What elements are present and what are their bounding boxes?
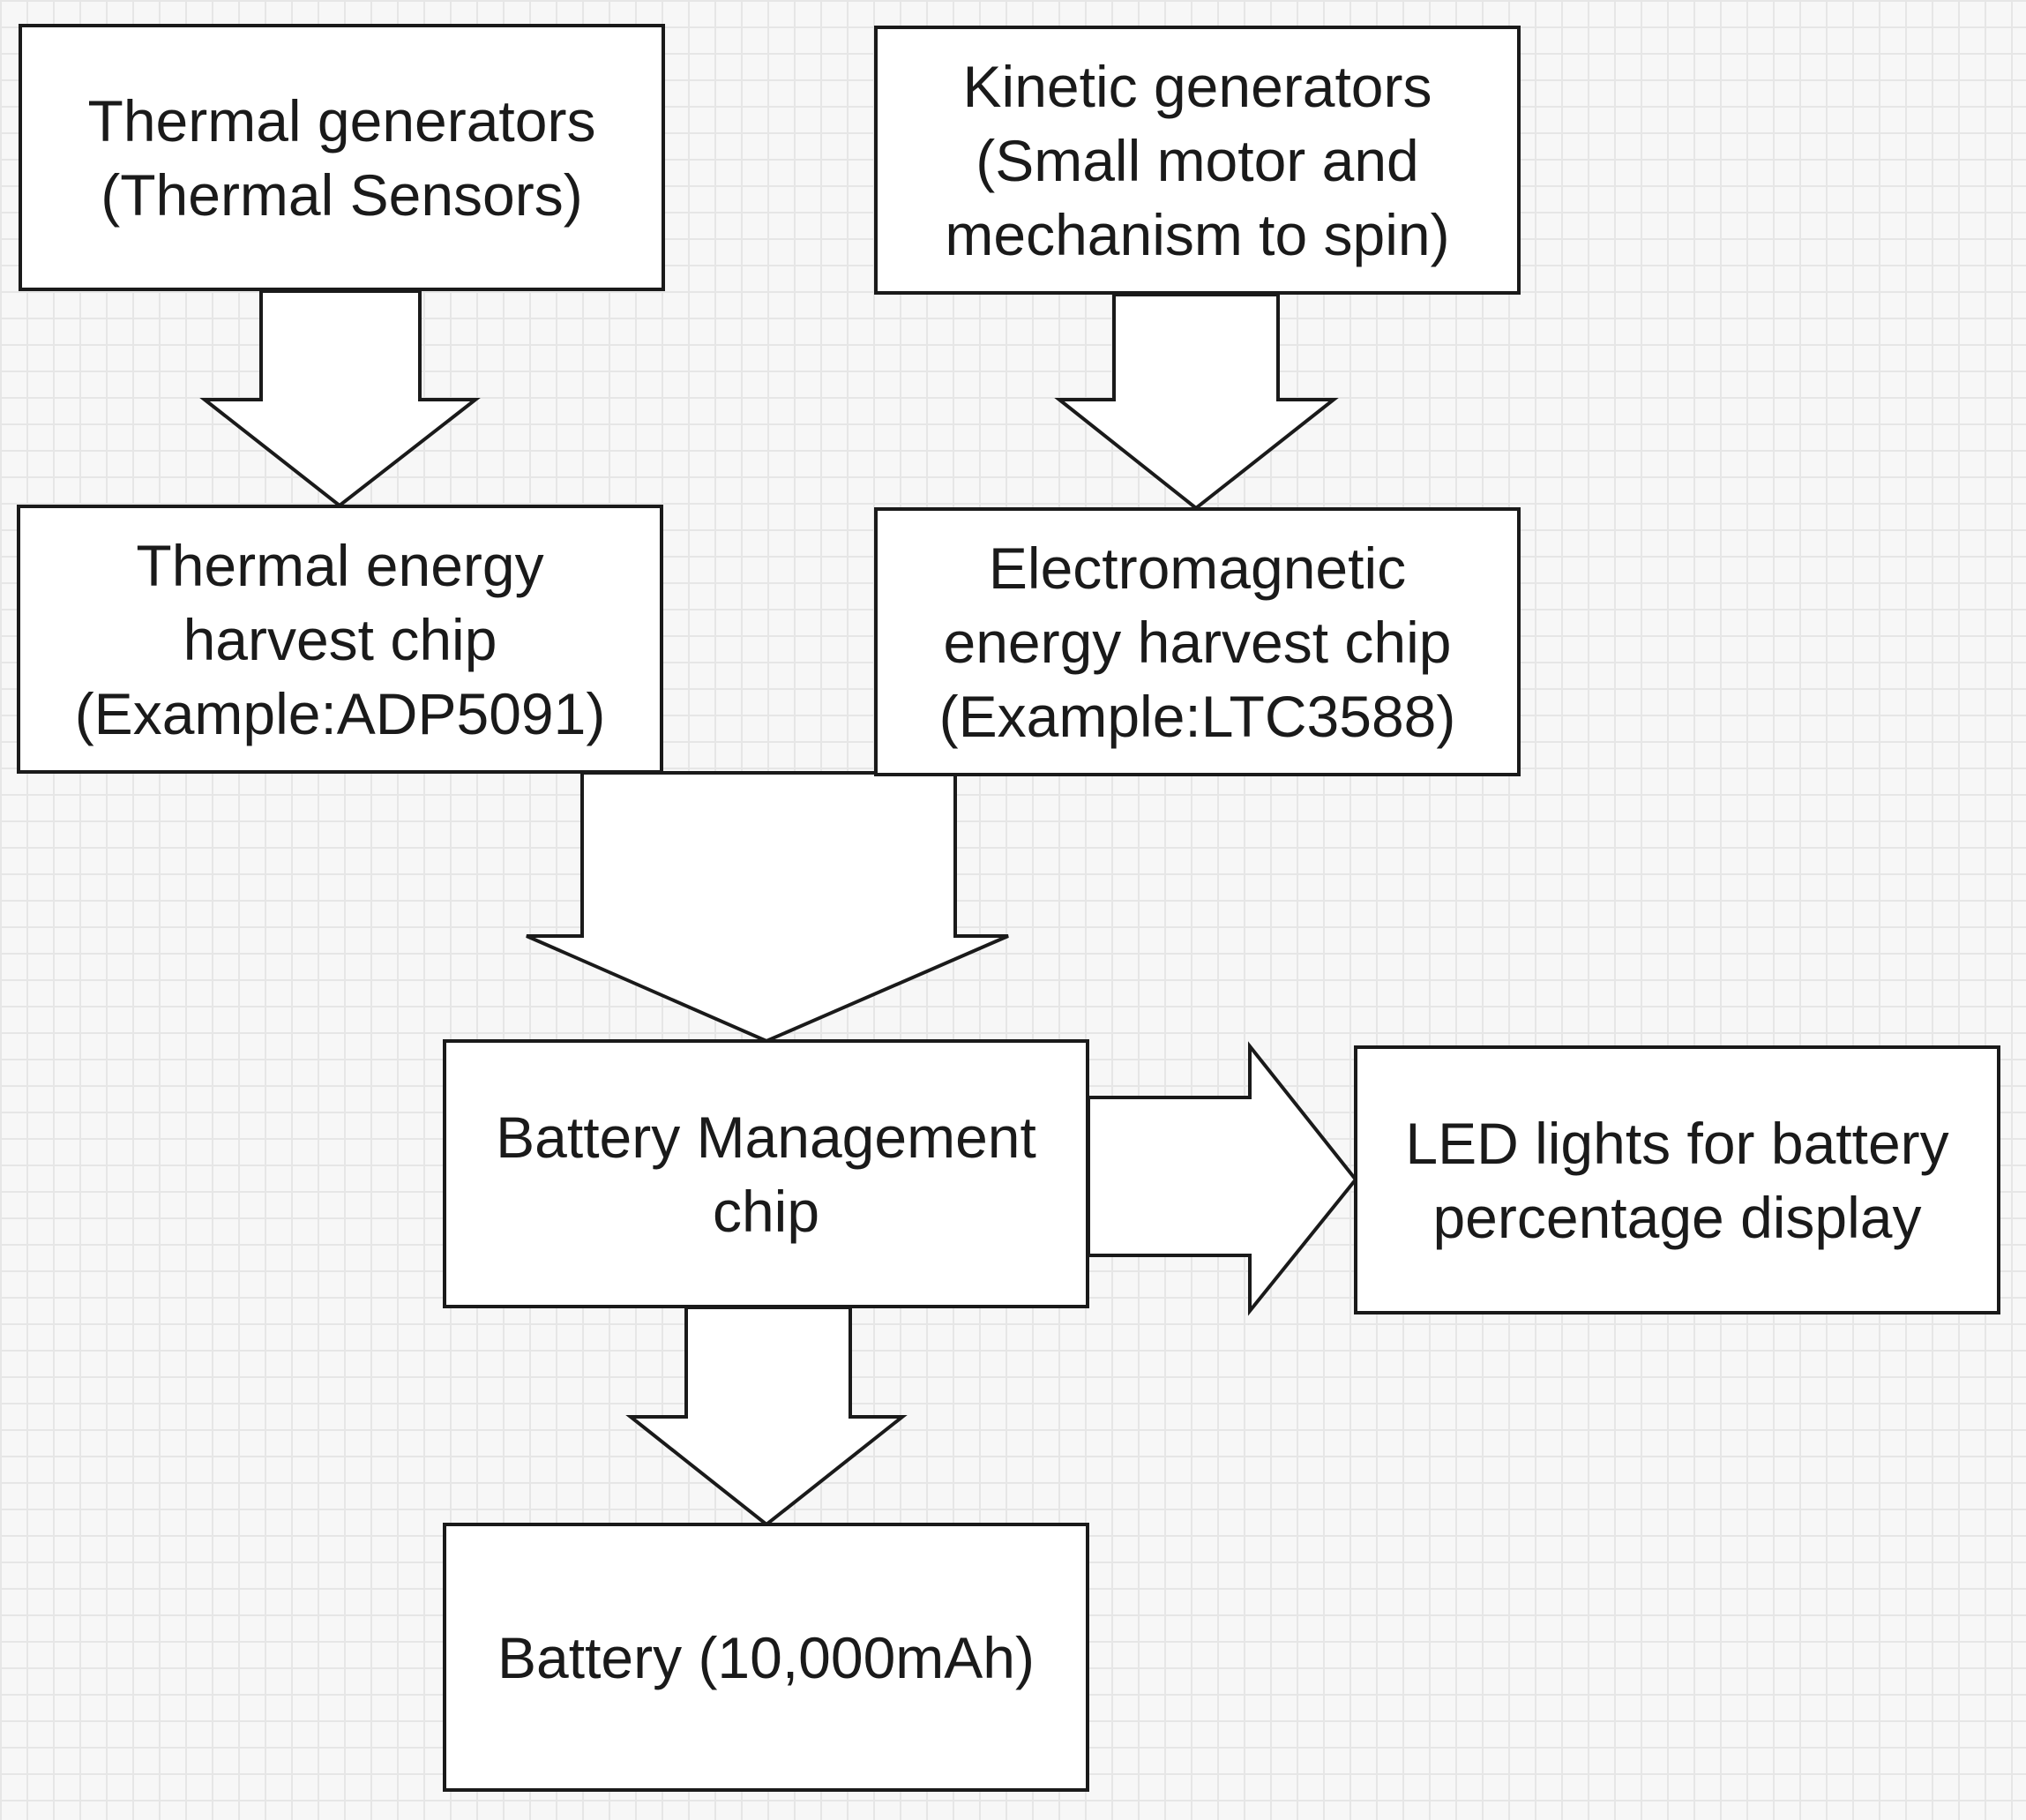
node-em-harvest-chip: Electromagnetic energy harvest chip (Exa… [874,507,1521,776]
node-line: (Small motor and [976,127,1419,193]
node-line: Thermal generators [87,87,596,154]
node-line: Battery (10,000mAh) [497,1624,1035,1690]
node-led-lights: LED lights for battery percentage displa… [1354,1045,2000,1314]
node-line: Thermal energy [136,532,544,598]
arrow-thermal-generators-to-thermal-harvest-chip [199,289,481,508]
arrow-battery-management-chip-to-led-lights [1087,1041,1358,1316]
node-line: Electromagnetic [988,535,1407,601]
node-line: (Example:LTC3588) [938,683,1456,749]
node-line: harvest chip [183,606,497,672]
node-line: Battery Management [496,1104,1036,1170]
node-line: mechanism to spin) [945,201,1450,267]
node-line: (Example:ADP5091) [74,680,606,746]
node-line: (Thermal Sensors) [101,161,583,228]
node-line: chip [712,1178,820,1244]
node-line: Kinetic generators [962,53,1432,119]
node-battery: Battery (10,000mAh) [443,1523,1089,1792]
node-line: LED lights for battery [1405,1110,1949,1176]
node-thermal-harvest-chip: Thermal energy harvest chip (Example:ADP… [17,505,663,774]
node-battery-management-chip: Battery Management chip [443,1039,1089,1308]
arrow-kinetic-generators-to-em-harvest-chip [1054,293,1339,511]
node-line: energy harvest chip [943,609,1452,675]
node-kinetic-generators: Kinetic generators (Small motor and mech… [874,26,1521,295]
arrow-harvest-chips-to-battery-management-chip [526,771,1009,1044]
arrow-battery-management-chip-to-battery [625,1306,908,1527]
node-line: percentage display [1432,1184,1922,1250]
node-thermal-generators: Thermal generators (Thermal Sensors) [19,24,665,291]
